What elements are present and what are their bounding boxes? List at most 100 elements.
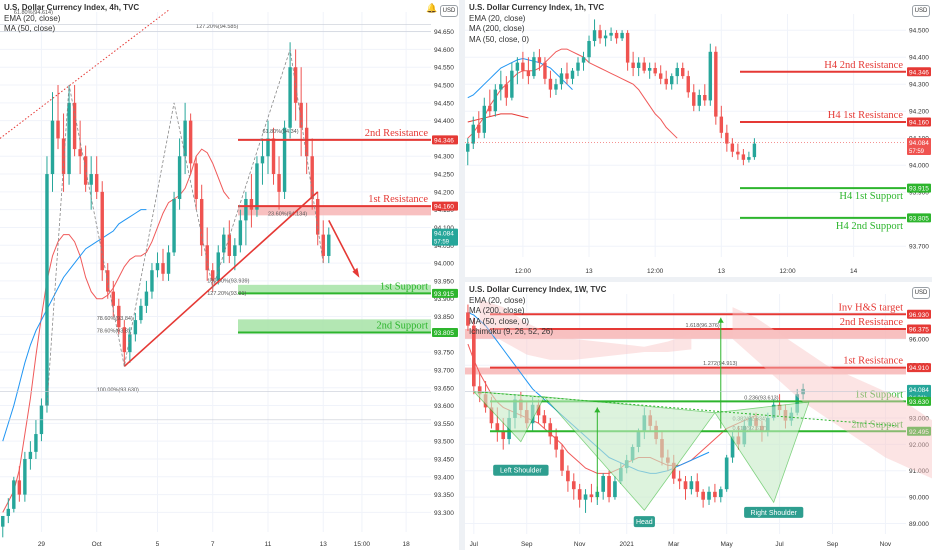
time-tick-label: 13 [718,268,726,275]
levels: 2nd Resistance 1st Resistance 1st Support 2… [238,128,431,334]
candle [117,305,121,328]
candle [532,57,536,77]
candle [554,84,558,90]
price-tag-box [432,201,458,211]
time-tick-label: 12:00 [779,268,796,275]
pattern-label: Head [633,516,655,528]
candle [227,234,232,256]
ema-line [2,148,230,513]
time-tick-label: 29 [38,541,46,548]
bell-icon[interactable]: 🔔 [426,3,438,13]
price-tick-label: 91.000 [909,468,929,475]
price-tag: 94.346 [432,135,458,145]
price-tick-label: 90.000 [909,495,929,502]
candle [725,132,729,144]
h1-chart-title: U.S. Dollar Currency Index, 1h, TVC [469,3,605,12]
projection-arrow-head [352,267,360,278]
price-tick-label: 93.600 [434,403,454,410]
head-zone [543,396,716,511]
price-tag-value: 94.160 [909,120,929,127]
pattern-label-text: Left Shoulder [500,468,542,475]
candle [671,462,676,479]
candle [277,174,281,192]
ma50-line [467,58,573,99]
candle [708,51,713,101]
price-tag-box [907,324,931,334]
h4-chart-panel[interactable]: U.S. Dollar Currency Index, 4h, TVC EMA … [0,0,459,550]
candle [310,156,314,199]
w1-legend: U.S. Dollar Currency Index, 1W, TVC EMA … [469,285,606,338]
candle [526,70,531,77]
candle [683,481,688,490]
price-tick-label: 93.700 [909,244,929,251]
candle [695,481,700,492]
candle [581,57,586,63]
candle [592,30,597,41]
usd-currency-badge[interactable]: USD [912,5,930,17]
price-tag-box [432,288,458,298]
candle [613,481,617,498]
time-axis: 12:00 13 12:00 13 12:00 14 [515,268,858,275]
candle [17,480,22,495]
candle [576,62,580,71]
fib-label: 100.00%(93.939) [207,279,249,285]
price-tick-label: 94.500 [434,83,454,90]
price-tick-label: 94.550 [434,65,454,72]
price-tick-label: 94.450 [434,100,454,107]
price-tag-box [907,183,931,193]
h1-chart-panel[interactable]: U.S. Dollar Currency Index, 1h, TVC EMA … [465,0,932,277]
pattern-label-box [633,516,655,528]
candle [67,102,71,175]
fib-label: 1.618(96.376) [686,323,720,329]
resistance-label: Inv H&S target [838,302,903,313]
fib-label: 23.60%(94.134) [268,211,307,217]
candle [607,475,611,498]
fib-label: 78.60%(93.84) [97,316,133,322]
candle [675,68,679,77]
h4-legend: U.S. Dollar Currency Index, 4h, TVC EMA … [4,3,139,35]
price-tag-value: 94.084 [909,387,929,394]
candle [559,73,564,85]
w1-chart-panel[interactable]: U.S. Dollar Currency Index, 1W, TVC EMA … [465,282,932,550]
right-shoulder-zone [714,401,810,504]
price-tag: 93.805 [432,328,458,338]
candle [166,252,171,274]
candle [199,198,204,246]
price-tag-box [907,117,931,127]
price-tick-label: 94.100 [434,225,454,232]
candle [288,67,292,128]
fib-label: 127.20%(94.585) [196,24,238,30]
h1-legend-ma200: MA (200, close) [469,24,525,33]
candle [583,494,588,500]
price-tag: 94.910 [907,363,931,373]
candle [466,312,470,326]
candle [548,423,553,437]
candle [260,156,265,164]
usd-currency-badge[interactable]: USD [912,287,930,299]
price-tick-label: 89.000 [909,521,929,528]
price-tick-label: 93.000 [909,415,929,422]
price-tag-box [432,135,458,145]
price-tag-box [907,138,931,156]
price-tag-timer: 57:59 [909,149,925,155]
candle [111,291,115,306]
price-tag-value: 94.084 [909,140,929,147]
candle [741,154,746,160]
price-tag: 93.805 [907,213,931,223]
candle [554,436,558,450]
time-tick-label: Sep [521,541,533,548]
support-label: H4 1st Support [839,191,903,202]
resistance-label: 2nd Resistance [365,128,429,139]
price-tag-box [907,309,931,319]
time-tick-label: 7 [211,541,215,548]
support-label: 1st Support [855,389,903,400]
candle [327,234,331,256]
candle [703,95,707,101]
price-tag-timer: 57:59 [434,240,450,246]
h4-chart-svg: 2nd Resistance 1st Resistance 1st Support 2… [0,0,459,550]
support-label: 2nd Support [851,419,903,430]
usd-currency-badge[interactable]: USD [440,5,458,17]
price-tick-label: 94.200 [909,109,929,116]
candle [466,143,470,152]
time-tick-label: Nov [574,541,586,548]
